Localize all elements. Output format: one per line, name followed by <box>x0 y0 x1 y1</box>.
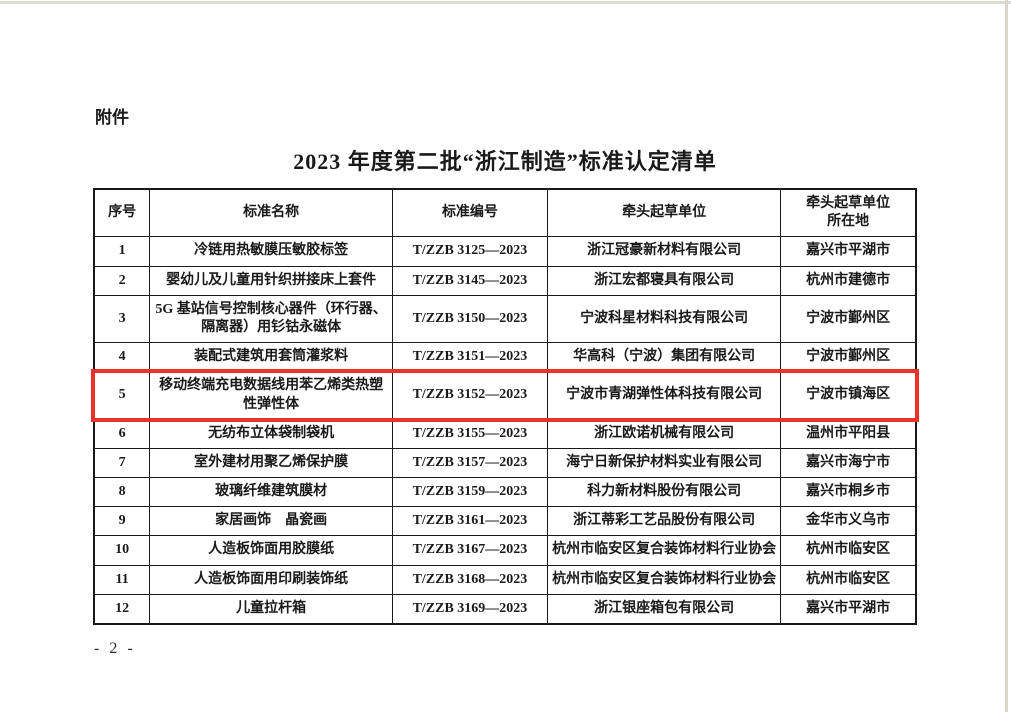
cell-unit: 浙江蒂彩工艺品股份有限公司 <box>546 506 782 537</box>
page-edge-right <box>1005 0 1008 712</box>
cell-unit: 浙江银座箱包有限公司 <box>546 593 782 625</box>
table-row: 1 冷链用热敏膜压敏胶标签 T/ZZB 3125—2023 浙江冠豪新材料有限公司 嘉兴… <box>93 236 917 267</box>
cell-location: 嘉兴市海宁市 <box>780 447 917 479</box>
table-row: 11 人造板饰面用印刷装饰纸 T/ZZB 3168—2023 杭州市临安区复合装饰材料… <box>93 564 917 595</box>
cell-name: 无纺布立体袋制袋机 <box>149 418 394 449</box>
cell-code: T/ZZB 3125—2023 <box>392 236 548 267</box>
cell-code: T/ZZB 3161—2023 <box>392 506 548 537</box>
cell-location: 嘉兴市平湖市 <box>780 236 917 267</box>
cell-name: 冷链用热敏膜压敏胶标签 <box>149 236 394 267</box>
cell-unit: 华高科（宁波）集团有限公司 <box>546 342 782 373</box>
page-title: 2023 年度第二批“浙江制造”标准认定清单 <box>293 149 717 174</box>
cell-name: 儿童拉杆箱 <box>149 593 394 625</box>
column-header-location: 牵头起草单位 所在地 <box>780 188 917 238</box>
cell-location: 杭州市临安区 <box>780 535 917 566</box>
cell-code: T/ZZB 3145—2023 <box>392 265 548 296</box>
cell-name: 移动终端充电数据线用苯乙烯类热塑性弹性体 <box>149 371 394 420</box>
cell-code: T/ZZB 3151—2023 <box>392 342 548 373</box>
cell-no: 10 <box>93 535 151 566</box>
cell-no: 4 <box>93 342 151 373</box>
cell-code: T/ZZB 3157—2023 <box>392 447 548 479</box>
table-row: 3 5G 基站信号控制核心器件（环行器、隔离器）用钐钴永磁体 T/ZZB 3150—… <box>93 294 917 344</box>
cell-code: T/ZZB 3155—2023 <box>392 418 548 449</box>
table-row: 2 婴幼儿及儿童用针织拼接床上套件 T/ZZB 3145—2023 浙江宏都寝具有限公… <box>93 265 917 296</box>
cell-code: T/ZZB 3152—2023 <box>392 371 548 420</box>
cell-unit: 浙江欧诺机械有限公司 <box>546 418 782 449</box>
cell-no: 8 <box>93 477 151 508</box>
table-header: 序号 标准名称 标准编号 牵头起草单位 牵头起草单位 所在地 <box>93 188 917 238</box>
cell-unit: 浙江宏都寝具有限公司 <box>546 265 782 296</box>
cell-name: 家居画饰 晶瓷画 <box>149 506 394 537</box>
cell-code: T/ZZB 3159—2023 <box>392 477 548 508</box>
cell-no: 12 <box>93 593 151 625</box>
table-body: 1 冷链用热敏膜压敏胶标签 T/ZZB 3125—2023 浙江冠豪新材料有限公司 嘉兴… <box>91 236 919 625</box>
cell-unit: 浙江冠豪新材料有限公司 <box>546 236 782 267</box>
cell-location: 嘉兴市桐乡市 <box>780 477 917 508</box>
cell-name: 人造板饰面用印刷装饰纸 <box>149 564 394 595</box>
cell-unit: 宁波科星材料科技有限公司 <box>546 294 782 344</box>
column-header-no: 序号 <box>93 188 151 238</box>
column-header-unit: 牵头起草单位 <box>546 188 782 238</box>
cell-no: 9 <box>93 506 151 537</box>
table-row: 9 家居画饰 晶瓷画 T/ZZB 3161—2023 浙江蒂彩工艺品股份有限公司 金华市… <box>93 506 917 537</box>
cell-code: T/ZZB 3167—2023 <box>392 535 548 566</box>
table-header-row: 序号 标准名称 标准编号 牵头起草单位 牵头起草单位 所在地 <box>93 188 917 238</box>
cell-no: 7 <box>93 447 151 479</box>
table-row: 10 人造板饰面用胶膜纸 T/ZZB 3167—2023 杭州市临安区复合装饰材料行业… <box>93 535 917 566</box>
attachment-label: 附件 <box>95 108 129 127</box>
cell-location: 金华市义乌市 <box>780 506 917 537</box>
cell-no: 2 <box>93 265 151 296</box>
cell-name: 装配式建筑用套筒灌浆料 <box>149 342 394 373</box>
cell-location: 杭州市建德市 <box>780 265 917 296</box>
cell-name: 婴幼儿及儿童用针织拼接床上套件 <box>149 265 394 296</box>
table-row: 4 装配式建筑用套筒灌浆料 T/ZZB 3151—2023 华高科（宁波）集团有限公司… <box>93 342 917 373</box>
cell-location: 宁波市镇海区 <box>780 371 917 420</box>
cell-name: 人造板饰面用胶膜纸 <box>149 535 394 566</box>
cell-no: 1 <box>93 236 151 267</box>
table-row: 12 儿童拉杆箱 T/ZZB 3169—2023 浙江银座箱包有限公司 嘉兴市平湖市 <box>93 593 917 625</box>
table-row: 5 移动终端充电数据线用苯乙烯类热塑性弹性体 T/ZZB 3152—2023 宁波市青… <box>91 368 919 423</box>
page-number: - 2 - <box>94 640 136 657</box>
page-edge-top <box>0 1 1011 4</box>
cell-no: 11 <box>93 564 151 595</box>
cell-unit: 科力新材料股份有限公司 <box>546 477 782 508</box>
cell-location: 嘉兴市平湖市 <box>780 593 917 625</box>
cell-code: T/ZZB 3168—2023 <box>392 564 548 595</box>
table-row: 8 玻璃纤维建筑膜材 T/ZZB 3159—2023 科力新材料股份有限公司 嘉兴市桐乡… <box>93 477 917 508</box>
cell-name: 5G 基站信号控制核心器件（环行器、隔离器）用钐钴永磁体 <box>149 294 394 344</box>
cell-unit: 杭州市临安区复合装饰材料行业协会 <box>546 564 782 595</box>
cell-unit: 杭州市临安区复合装饰材料行业协会 <box>546 535 782 566</box>
cell-unit: 宁波市青湖弹性体科技有限公司 <box>546 371 782 420</box>
cell-name: 玻璃纤维建筑膜材 <box>149 477 394 508</box>
cell-code: T/ZZB 3169—2023 <box>392 593 548 625</box>
table-row: 7 室外建材用聚乙烯保护膜 T/ZZB 3157—2023 海宁日新保护材料实业有限公… <box>93 447 917 479</box>
cell-location: 宁波市鄞州区 <box>780 294 917 344</box>
cell-unit: 海宁日新保护材料实业有限公司 <box>546 447 782 479</box>
standards-table: 序号 标准名称 标准编号 牵头起草单位 牵头起草单位 所在地 1 冷链用热敏膜压敏胶标签 T/… <box>91 188 919 625</box>
cell-location: 杭州市临安区 <box>780 564 917 595</box>
cell-location: 温州市平阳县 <box>780 418 917 449</box>
table-row: 6 无纺布立体袋制袋机 T/ZZB 3155—2023 浙江欧诺机械有限公司 温州市平阳… <box>93 418 917 449</box>
cell-no: 6 <box>93 418 151 449</box>
cell-location: 宁波市鄞州区 <box>780 342 917 373</box>
cell-code: T/ZZB 3150—2023 <box>392 294 548 344</box>
cell-no: 5 <box>93 371 151 420</box>
column-header-code: 标准编号 <box>392 188 548 238</box>
column-header-name: 标准名称 <box>149 188 394 238</box>
cell-name: 室外建材用聚乙烯保护膜 <box>149 447 394 479</box>
cell-no: 3 <box>93 294 151 344</box>
